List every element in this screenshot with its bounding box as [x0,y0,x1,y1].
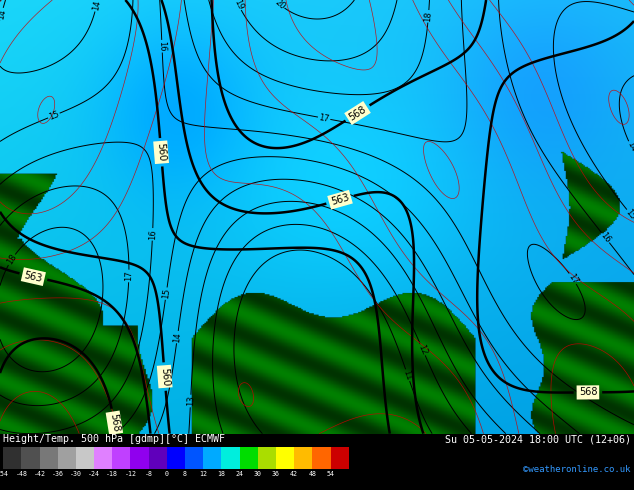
Bar [330,447,349,468]
Text: ©weatheronline.co.uk: ©weatheronline.co.uk [523,465,631,474]
Text: 560: 560 [155,143,167,162]
Bar [204,447,221,468]
Text: 14: 14 [91,0,102,12]
Text: 563: 563 [23,270,44,284]
Text: 16: 16 [148,229,157,240]
Text: 42: 42 [290,471,298,477]
Text: -24: -24 [88,471,100,477]
Text: 16: 16 [157,41,167,52]
Text: 563: 563 [330,193,351,207]
Text: 568: 568 [347,104,368,122]
Text: 16: 16 [598,231,612,245]
Text: 36: 36 [272,471,280,477]
Bar [3,447,22,468]
Text: 15: 15 [48,109,60,122]
Bar [276,447,294,468]
Text: Height/Temp. 500 hPa [gdmp][°C] ECMWF: Height/Temp. 500 hPa [gdmp][°C] ECMWF [3,434,225,444]
Bar [131,447,148,468]
Text: 15: 15 [624,207,634,221]
Bar [39,447,58,468]
Text: -42: -42 [34,471,46,477]
Text: 13: 13 [186,395,195,407]
Text: 54: 54 [327,471,335,477]
Bar [148,447,167,468]
Text: 14: 14 [625,140,634,153]
Text: 18: 18 [5,253,18,267]
Text: 17: 17 [124,270,134,281]
Text: 19: 19 [232,0,245,11]
Text: Su 05-05-2024 18:00 UTC (12+06): Su 05-05-2024 18:00 UTC (12+06) [445,434,631,444]
Text: 15: 15 [161,288,171,299]
Bar [313,447,330,468]
Text: 17: 17 [318,113,330,123]
Bar [22,447,39,468]
Text: 20: 20 [273,0,287,11]
Text: 8: 8 [183,471,187,477]
Text: -48: -48 [15,471,27,477]
Bar [112,447,131,468]
Text: 18: 18 [217,471,226,477]
Bar [240,447,258,468]
Bar [294,447,313,468]
Text: 18: 18 [424,11,433,22]
Bar [58,447,76,468]
Text: -8: -8 [145,471,153,477]
Bar [167,447,185,468]
Text: 14: 14 [0,8,7,20]
Text: -12: -12 [124,471,136,477]
Text: -30: -30 [70,471,82,477]
Text: 12: 12 [199,471,207,477]
Bar [185,447,204,468]
Text: 12: 12 [417,343,429,356]
Text: 17: 17 [566,272,579,286]
Bar [76,447,94,468]
Text: 0: 0 [165,471,169,477]
Bar [258,447,276,468]
Text: 48: 48 [308,471,316,477]
Text: -36: -36 [52,471,64,477]
Text: 14: 14 [172,331,183,343]
Text: 568: 568 [108,413,120,433]
Text: -18: -18 [107,471,119,477]
Text: 568: 568 [579,387,597,397]
Text: 11: 11 [402,369,413,382]
Text: -54: -54 [0,471,9,477]
Bar [221,447,240,468]
Bar [94,447,112,468]
Text: 24: 24 [236,471,243,477]
Text: 30: 30 [254,471,262,477]
Text: 560: 560 [159,367,171,386]
